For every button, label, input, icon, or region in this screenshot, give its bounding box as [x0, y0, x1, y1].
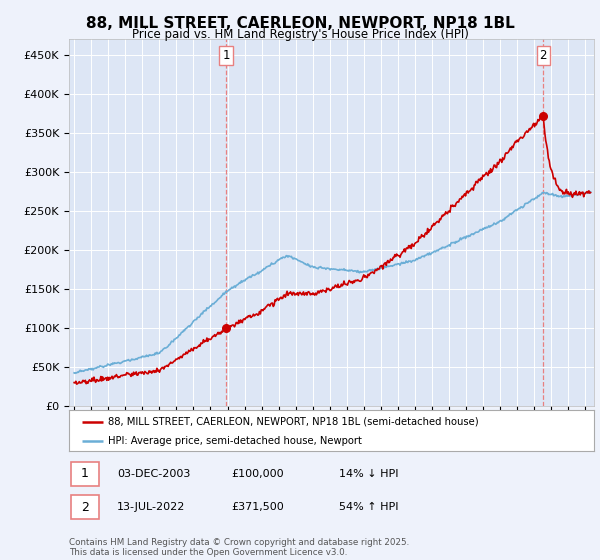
Text: 14% ↓ HPI: 14% ↓ HPI — [339, 469, 398, 479]
Text: £100,000: £100,000 — [231, 469, 284, 479]
Text: 88, MILL STREET, CAERLEON, NEWPORT, NP18 1BL (semi-detached house): 88, MILL STREET, CAERLEON, NEWPORT, NP18… — [109, 417, 479, 427]
Text: 1: 1 — [223, 49, 230, 62]
Text: 2: 2 — [539, 49, 547, 62]
Text: £371,500: £371,500 — [231, 502, 284, 512]
Text: Contains HM Land Registry data © Crown copyright and database right 2025.
This d: Contains HM Land Registry data © Crown c… — [69, 538, 409, 557]
Text: HPI: Average price, semi-detached house, Newport: HPI: Average price, semi-detached house,… — [109, 436, 362, 446]
Text: 2: 2 — [80, 501, 89, 514]
Text: 88, MILL STREET, CAERLEON, NEWPORT, NP18 1BL: 88, MILL STREET, CAERLEON, NEWPORT, NP18… — [86, 16, 514, 31]
Text: 54% ↑ HPI: 54% ↑ HPI — [339, 502, 398, 512]
Text: 13-JUL-2022: 13-JUL-2022 — [117, 502, 185, 512]
Text: 03-DEC-2003: 03-DEC-2003 — [117, 469, 190, 479]
Text: 1: 1 — [80, 467, 89, 480]
Text: Price paid vs. HM Land Registry's House Price Index (HPI): Price paid vs. HM Land Registry's House … — [131, 28, 469, 41]
